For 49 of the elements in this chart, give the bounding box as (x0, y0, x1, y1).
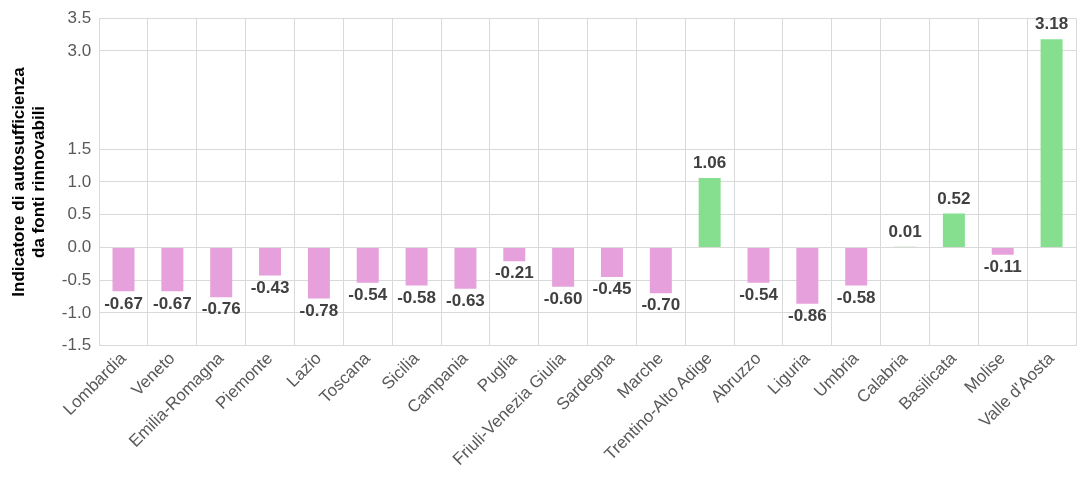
bar (600, 247, 623, 277)
data-label: -0.78 (299, 300, 339, 320)
bar (112, 247, 135, 292)
data-label: -0.86 (787, 305, 827, 325)
bar (942, 213, 965, 247)
bar (454, 247, 477, 289)
data-label: -0.76 (201, 299, 241, 319)
bar (991, 247, 1014, 255)
data-label: -0.67 (104, 293, 143, 313)
y-tick-label: 3.5 (67, 7, 92, 27)
bar (649, 247, 672, 294)
bar (698, 178, 721, 247)
y-tick-label: 1.0 (67, 171, 92, 191)
bar (796, 247, 819, 304)
bar (356, 247, 379, 283)
data-label: -0.45 (592, 279, 632, 299)
bar (307, 247, 330, 299)
bar (405, 247, 428, 286)
bar (259, 247, 282, 276)
data-label: -0.21 (494, 263, 534, 283)
data-label: -0.58 (397, 287, 436, 307)
data-label: -0.67 (152, 293, 192, 313)
data-label: 3.18 (1035, 14, 1069, 34)
bar (845, 247, 868, 286)
bar (552, 247, 575, 287)
y-tick-label: 1.5 (67, 138, 92, 158)
y-tick-label: 0.5 (67, 204, 92, 224)
y-tick-label: 0.0 (67, 237, 92, 257)
bar (503, 247, 526, 262)
bar (210, 247, 233, 298)
bar (747, 247, 770, 283)
y-tick-label: -0.5 (61, 269, 92, 289)
data-label: -0.60 (543, 288, 583, 308)
y-tick-label: -1.5 (61, 335, 92, 355)
data-label: 0.52 (937, 188, 971, 208)
data-label: -0.43 (250, 277, 290, 297)
data-label: -0.63 (446, 290, 485, 310)
y-axis-title: Indicatore di autosufficienza da fonti rinnovabili (8, 66, 49, 297)
y-tick-label: 3.0 (67, 40, 92, 60)
data-label: 0.01 (888, 221, 922, 241)
bar (161, 247, 184, 292)
data-label: -0.54 (348, 284, 388, 304)
data-label: 1.06 (693, 153, 727, 173)
data-label: -0.70 (641, 295, 681, 315)
y-tick-label: -1.0 (61, 302, 92, 322)
data-label: -0.58 (836, 287, 876, 307)
data-label: -0.11 (983, 256, 1022, 276)
bar (1040, 39, 1063, 247)
data-label: -0.54 (739, 284, 779, 304)
